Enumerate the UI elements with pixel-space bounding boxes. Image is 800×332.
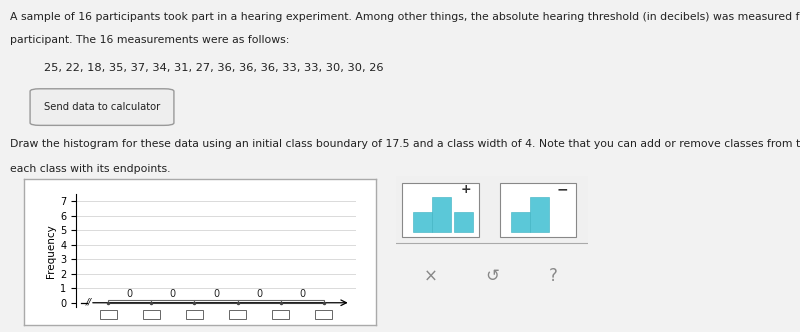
FancyBboxPatch shape	[186, 310, 202, 319]
Bar	[511, 212, 530, 232]
FancyBboxPatch shape	[30, 89, 174, 125]
Bar	[238, 300, 281, 303]
Bar	[194, 300, 238, 303]
Text: ?: ?	[549, 267, 558, 286]
Text: each class with its endpoints.: each class with its endpoints.	[10, 164, 170, 174]
FancyBboxPatch shape	[272, 310, 289, 319]
Y-axis label: Frequency: Frequency	[46, 224, 56, 278]
FancyBboxPatch shape	[315, 310, 332, 319]
Text: 0: 0	[299, 289, 306, 299]
Bar	[108, 300, 151, 303]
Text: 0: 0	[256, 289, 262, 299]
Text: ×: ×	[424, 267, 438, 286]
Text: −: −	[556, 182, 568, 196]
FancyBboxPatch shape	[500, 183, 577, 237]
Text: A sample of 16 participants took part in a hearing experiment. Among other thing: A sample of 16 participants took part in…	[10, 12, 800, 22]
Text: +: +	[461, 183, 471, 196]
Bar	[454, 212, 473, 232]
Text: 0: 0	[170, 289, 176, 299]
Text: 0: 0	[126, 289, 133, 299]
Bar	[281, 300, 324, 303]
FancyBboxPatch shape	[402, 183, 478, 237]
Text: Draw the histogram for these data using an initial class boundary of 17.5 and a : Draw the histogram for these data using …	[10, 139, 800, 149]
Text: Send data to calculator: Send data to calculator	[44, 102, 160, 112]
Text: ↺: ↺	[485, 267, 499, 286]
Bar	[151, 300, 194, 303]
Bar	[414, 212, 432, 232]
FancyBboxPatch shape	[100, 310, 117, 319]
Text: 25, 22, 18, 35, 37, 34, 31, 27, 36, 36, 36, 33, 33, 30, 30, 26: 25, 22, 18, 35, 37, 34, 31, 27, 36, 36, …	[44, 63, 383, 73]
FancyBboxPatch shape	[143, 310, 160, 319]
Text: //: //	[86, 297, 91, 306]
Text: participant. The 16 measurements were as follows:: participant. The 16 measurements were as…	[10, 35, 289, 45]
Bar	[433, 197, 451, 232]
Text: 0: 0	[213, 289, 219, 299]
Bar	[396, 176, 588, 243]
FancyBboxPatch shape	[230, 310, 246, 319]
Bar	[530, 197, 550, 232]
